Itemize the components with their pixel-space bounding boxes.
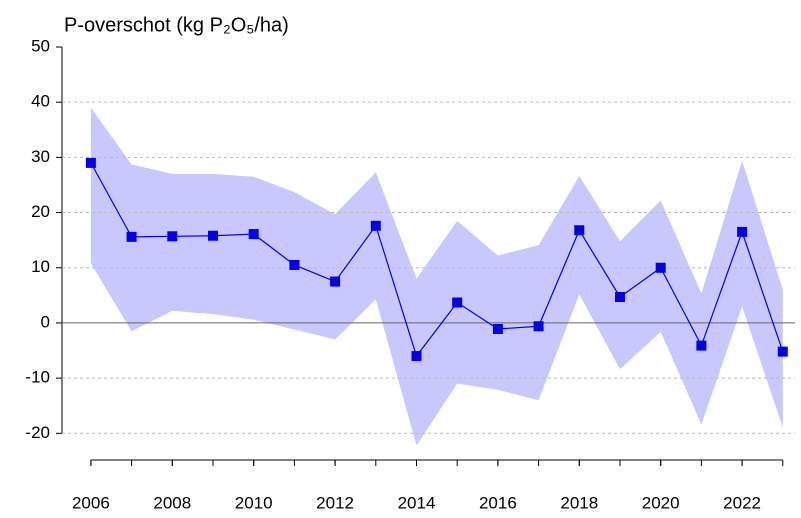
point	[533, 321, 544, 332]
point	[411, 351, 422, 362]
x-tick-label: 2016	[479, 493, 517, 512]
x-tick-label: 2012	[316, 493, 354, 512]
x-tick-label: 2008	[153, 493, 191, 512]
x-tick-label: 2010	[235, 493, 273, 512]
x-tick-label: 2006	[72, 493, 110, 512]
line	[90, 162, 784, 358]
point	[696, 340, 707, 351]
band	[90, 107, 783, 446]
point	[126, 231, 137, 242]
chart-title: P-overschot (kg P₂O₅/ha)	[64, 14, 289, 36]
x-tick-label: 2014	[398, 493, 436, 512]
point	[167, 231, 178, 242]
point	[737, 226, 748, 237]
y-tick-label: -10	[25, 368, 50, 387]
point	[614, 291, 625, 302]
y-tick-label: 0	[41, 312, 50, 331]
point	[207, 230, 218, 241]
x-tick-label: 2018	[560, 493, 598, 512]
point	[330, 276, 341, 287]
point	[248, 229, 259, 240]
y-tick-label: 40	[31, 92, 50, 111]
point	[655, 262, 666, 273]
x-tick-label: 2022	[723, 493, 761, 512]
point	[370, 220, 381, 231]
point	[452, 297, 463, 308]
point	[289, 259, 300, 270]
point	[492, 324, 503, 335]
point	[777, 346, 788, 357]
y-tick-label: 10	[31, 257, 50, 276]
y-tick-label: 50	[31, 36, 50, 55]
point	[85, 157, 96, 168]
y-tick-label: 20	[31, 202, 50, 221]
y-tick-label: 30	[31, 147, 50, 166]
y-tick-label: -20	[25, 423, 50, 442]
x-tick-label: 2020	[642, 493, 680, 512]
point	[574, 225, 585, 236]
